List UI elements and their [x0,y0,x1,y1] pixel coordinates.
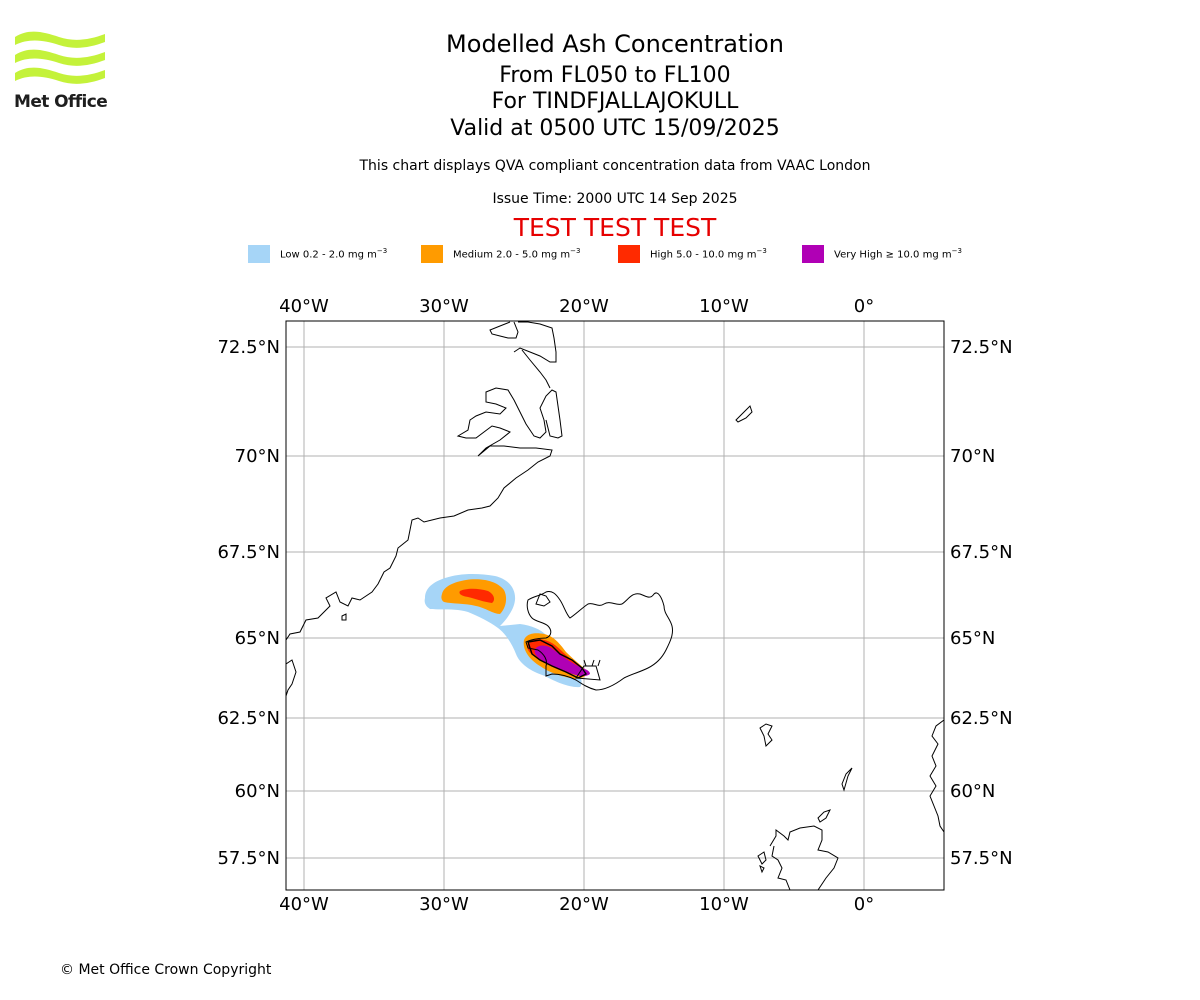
coastlines [286,321,944,890]
test-banner: TEST TEST TEST [513,213,717,242]
map-frame [285,320,945,891]
lat-tick-right: 70°N [950,446,995,467]
lat-tick-right: 57.5°N [950,848,1013,869]
lat-tick-left: 72.5°N [217,337,280,358]
lon-tick-bottom: 0° [854,894,874,915]
lon-tick-top: 40°W [279,296,329,317]
issue-time: Issue Time: 2000 UTC 14 Sep 2025 [492,191,738,207]
lat-tick-left: 67.5°N [217,542,280,563]
ash-zone-very-high [534,645,590,677]
lat-tick-right: 62.5°N [950,708,1013,729]
legend-swatch-high [618,245,640,263]
lat-tick-right: 72.5°N [950,337,1013,358]
lon-tick-top: 10°W [699,296,749,317]
met-office-logo-text: Met Office [14,92,108,112]
volcano-name: For TINDFJALLAJOKULL [491,89,739,114]
legend: Low 0.2 - 2.0 mg m−3 Medium 2.0 - 5.0 mg… [0,244,1200,264]
chart-title: Modelled Ash Concentration [446,30,784,58]
lat-tick-left: 62.5°N [217,708,280,729]
qva-note: This chart displays QVA compliant concen… [359,158,871,174]
lat-tick-right: 60°N [950,781,995,802]
map-gridlines [286,321,944,890]
legend-label-low: Low 0.2 - 2.0 mg m−3 [280,247,388,261]
lon-tick-bottom: 20°W [559,894,609,915]
lon-tick-top: 30°W [419,296,469,317]
lat-tick-right: 67.5°N [950,542,1013,563]
legend-label-medium: Medium 2.0 - 5.0 mg m−3 [453,247,581,261]
flight-levels: From FL050 to FL100 [499,63,731,88]
lat-tick-left: 57.5°N [217,848,280,869]
valid-time: Valid at 0500 UTC 15/09/2025 [450,116,780,141]
lon-tick-bottom: 40°W [279,894,329,915]
lon-tick-bottom: 10°W [699,894,749,915]
lat-tick-right: 65°N [950,628,995,649]
legend-label-high: High 5.0 - 10.0 mg m−3 [650,247,767,261]
met-office-logo [15,31,105,84]
forecast-outline [527,639,588,679]
legend-swatch-medium [421,245,443,263]
lon-tick-top: 0° [854,296,874,317]
legend-swatch-low [248,245,270,263]
copyright: © Met Office Crown Copyright [60,962,272,978]
lon-tick-bottom: 30°W [419,894,469,915]
legend-swatch-very-high [802,245,824,263]
legend-label-very-high: Very High ≥ 10.0 mg m−3 [834,247,962,261]
lat-tick-left: 70°N [235,446,280,467]
lat-tick-left: 65°N [235,628,280,649]
lon-tick-top: 20°W [559,296,609,317]
lat-tick-left: 60°N [235,781,280,802]
